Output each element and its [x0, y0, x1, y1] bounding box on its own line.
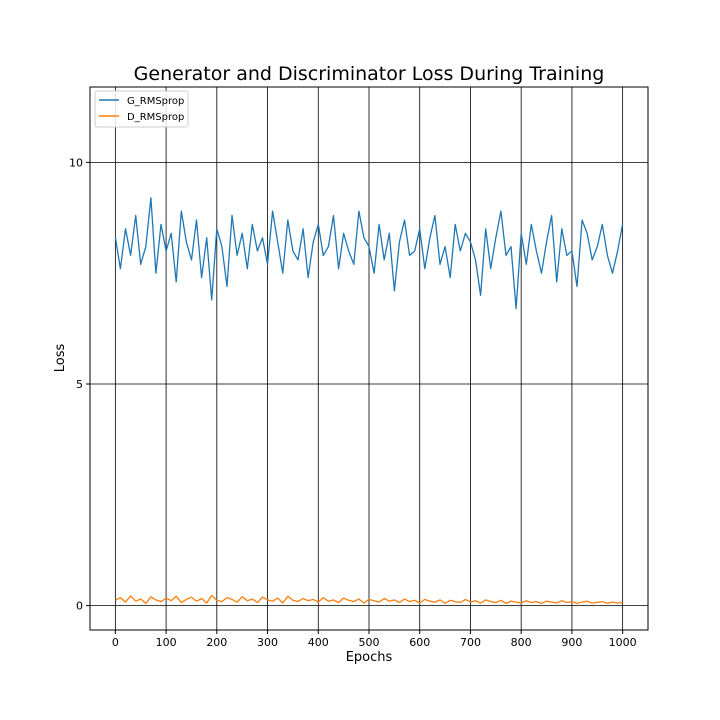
series-line-g-rmsprop — [114, 197, 624, 310]
x-axis-label: Epochs — [346, 650, 393, 665]
grid — [90, 87, 648, 630]
x-tick-label: 200 — [206, 636, 227, 649]
series-lines — [114, 197, 624, 605]
x-tick-label: 300 — [257, 636, 278, 649]
x-tick-label: 600 — [409, 636, 430, 649]
x-tick-label: 500 — [359, 636, 380, 649]
legend-label: G_RMSprop — [127, 96, 184, 107]
series-line-d-rmsprop — [115, 594, 623, 605]
x-tick-label: 900 — [561, 636, 582, 649]
y-tick-label: 10 — [69, 156, 83, 169]
x-tick-label: 800 — [511, 636, 532, 649]
y-tick-label: 0 — [76, 600, 83, 613]
x-tick-label: 0 — [112, 636, 119, 649]
legend: G_RMSprop D_RMSprop — [94, 90, 189, 128]
axis-ticks: 0 100 200 300 400 500 600 700 800 900 1000 0 5 10 — [69, 156, 637, 649]
x-tick-label: 100 — [156, 636, 177, 649]
x-tick-label: 400 — [308, 636, 329, 649]
x-tick-label: 1000 — [609, 636, 637, 649]
chart-title: Generator and Discriminator Loss During … — [134, 63, 605, 85]
y-tick-label: 5 — [76, 378, 83, 391]
x-tick-label: 700 — [460, 636, 481, 649]
y-axis-label: Loss — [53, 344, 68, 373]
legend-label: D_RMSprop — [127, 112, 184, 123]
